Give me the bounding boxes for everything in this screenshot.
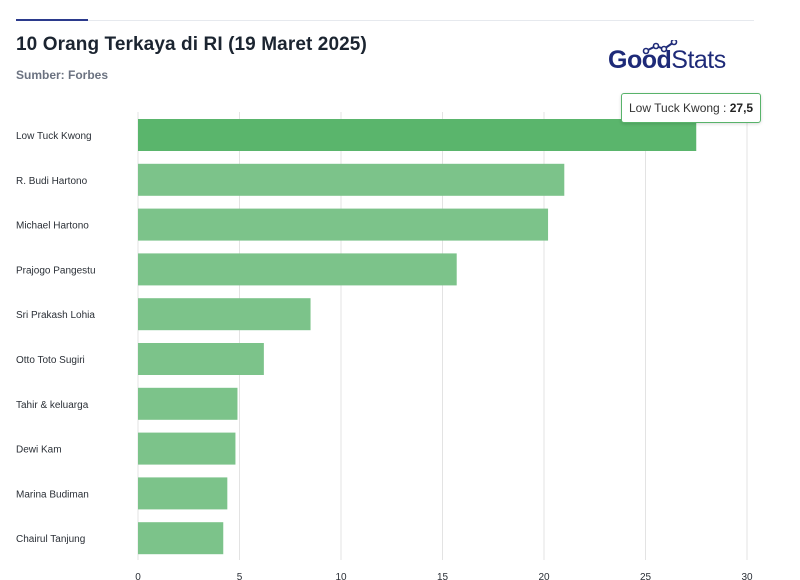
category-label: Michael Hartono [16,221,89,232]
bar [138,119,697,151]
x-tick-label: 15 [437,572,449,580]
chart-subtitle: Sumber: Forbes [16,68,109,82]
bar [138,253,457,286]
logo-text-stats: Stats [671,46,726,74]
x-tick-label: 25 [640,572,652,580]
bar [138,432,236,465]
bar [138,208,549,241]
top-divider [16,20,754,21]
x-tick-label: 30 [741,572,753,580]
tooltip-label: Low Tuck Kwong [629,101,720,115]
category-label: R. Budi Hartono [16,176,88,187]
logo-text-good: Good [608,46,672,74]
bar [138,522,224,555]
bar [138,298,311,331]
category-label: Otto Toto Sugiri [16,355,85,366]
tooltip-separator: : [719,101,730,115]
goodstats-logo: GoodStats [608,40,748,80]
x-tick-label: 20 [538,572,550,580]
category-label: Chairul Tanjung [16,534,85,545]
top-accent-line [16,19,88,21]
bar [138,343,264,375]
category-label: Marina Budiman [16,489,89,500]
category-label: Tahir & keluarga [16,400,89,411]
x-tick-label: 10 [335,572,347,580]
category-label: Prajogo Pangestu [16,265,96,276]
bar [138,387,238,420]
category-label: Low Tuck Kwong [16,131,92,142]
x-tick-label: 0 [135,572,141,580]
x-tick-label: 5 [237,572,243,580]
category-label: Dewi Kam [16,445,62,456]
tooltip-value: 27,5 [729,101,754,115]
bar [138,163,565,196]
bar-tooltip: Low Tuck Kwong : 27,5 [621,93,762,123]
category-label: Sri Prakash Lohia [16,310,95,321]
bar [138,477,228,510]
chart-title: 10 Orang Terkaya di RI (19 Maret 2025) [16,34,367,55]
logo-trend-icon [642,40,678,55]
